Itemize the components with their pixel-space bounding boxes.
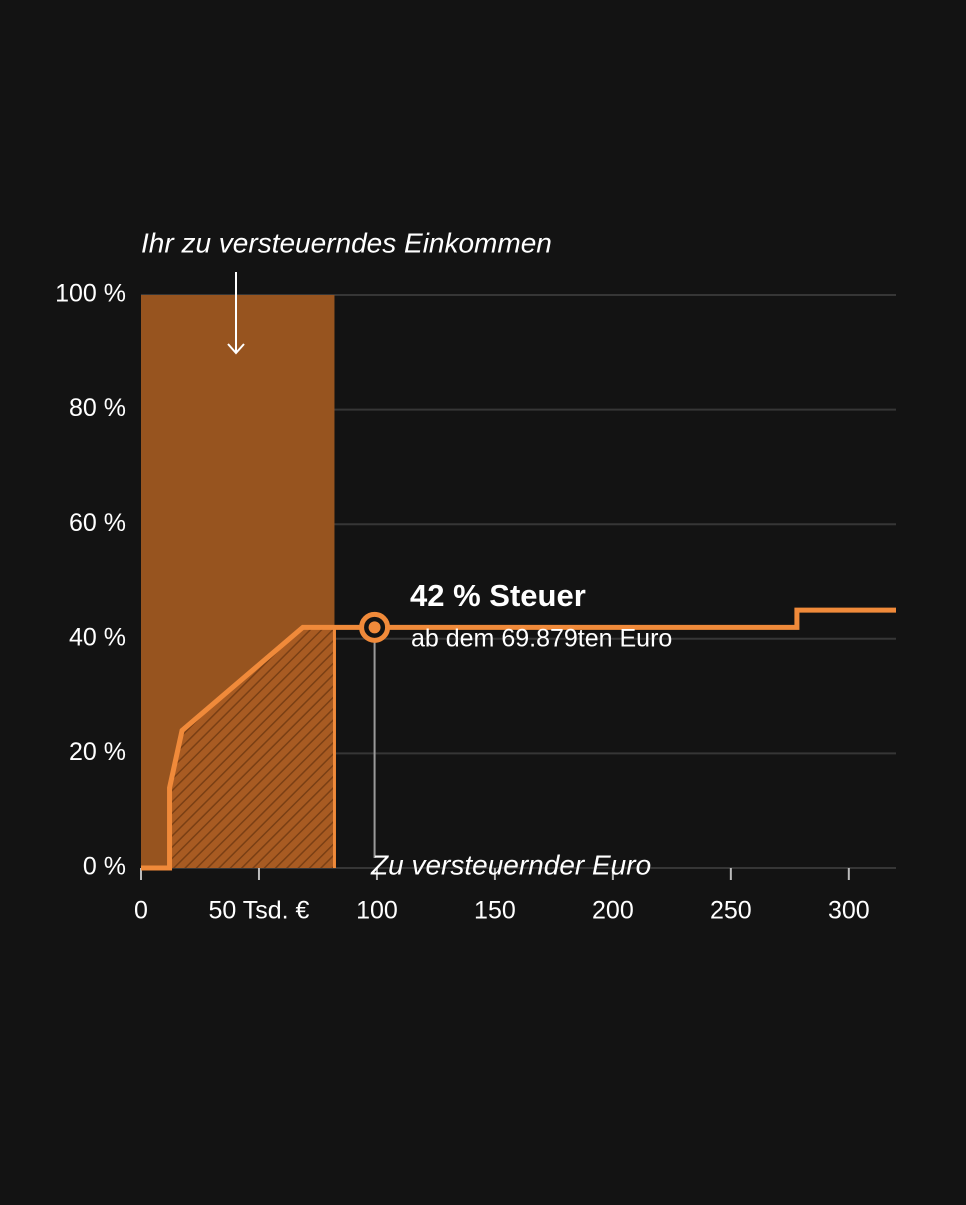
marker-dot: [368, 621, 381, 634]
marker-label: 42 % Steuer: [410, 578, 586, 613]
x-tick-label: 200: [592, 897, 634, 925]
y-tick-label: 80 %: [69, 394, 126, 422]
y-tick-label: 20 %: [69, 738, 126, 766]
annotation-top: Ihr zu versteuerndes Einkommen: [141, 227, 552, 258]
tax-rate-line: [141, 607, 896, 871]
marker-sublabel: ab dem 69.879ten Euro: [411, 625, 672, 653]
y-tick-label: 100 %: [55, 280, 126, 308]
x-annotation: Zu versteuernder Euro: [370, 849, 651, 880]
x-tick-label: 0: [134, 897, 148, 925]
y-tick-label: 40 %: [69, 623, 126, 651]
taxed-area: [141, 627, 335, 868]
x-tick-label: 300: [828, 897, 870, 925]
x-tick-label: 150: [474, 897, 516, 925]
y-tick-label: 0 %: [83, 853, 126, 881]
y-tick-label: 60 %: [69, 509, 126, 537]
annotation-arrowhead: [227, 343, 245, 355]
x-tick-label: 50 Tsd. €: [208, 897, 309, 925]
x-tick-label: 100: [356, 897, 398, 925]
x-tick-label: 250: [710, 897, 752, 925]
